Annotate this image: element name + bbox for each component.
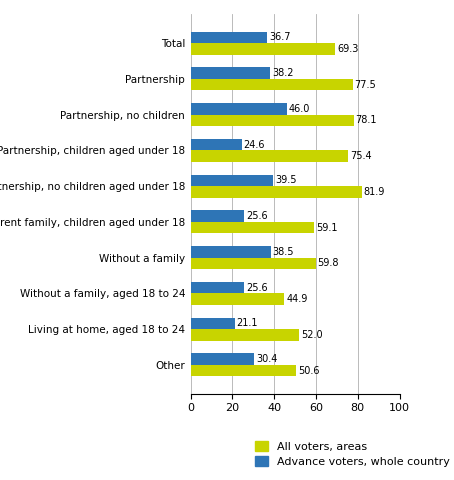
Text: 59.1: 59.1 (316, 223, 337, 233)
Text: 44.9: 44.9 (286, 294, 307, 304)
Bar (191, 67, 271, 79)
Bar (191, 210, 244, 222)
Bar (191, 43, 336, 55)
Text: 77.5: 77.5 (354, 80, 376, 90)
Text: 25.6: 25.6 (246, 211, 267, 221)
Bar (191, 139, 242, 150)
Bar (191, 222, 314, 233)
Text: 38.2: 38.2 (272, 68, 294, 78)
Bar (191, 115, 354, 126)
Text: 75.4: 75.4 (350, 151, 371, 161)
Text: 52.0: 52.0 (301, 330, 323, 340)
Bar (191, 103, 287, 115)
Text: 21.1: 21.1 (237, 318, 258, 328)
Bar (191, 329, 299, 341)
Text: 46.0: 46.0 (288, 104, 310, 114)
Bar (191, 318, 235, 329)
Text: 38.5: 38.5 (273, 247, 294, 257)
Text: 78.1: 78.1 (355, 115, 377, 125)
Bar (191, 186, 362, 198)
Text: 39.5: 39.5 (275, 175, 296, 185)
Bar (191, 32, 267, 43)
Text: 30.4: 30.4 (256, 354, 277, 364)
Bar (191, 175, 273, 186)
Bar (191, 258, 316, 269)
Bar (191, 353, 254, 365)
Bar (191, 293, 285, 305)
Bar (191, 150, 348, 162)
Bar (191, 365, 296, 376)
Bar (191, 282, 244, 293)
Text: 25.6: 25.6 (246, 283, 267, 293)
Legend: All voters, areas, Advance voters, whole country: All voters, areas, Advance voters, whole… (255, 441, 450, 467)
Bar (191, 79, 352, 90)
Text: 69.3: 69.3 (337, 44, 359, 54)
Bar (191, 246, 271, 258)
Text: 50.6: 50.6 (298, 366, 320, 376)
Text: 59.8: 59.8 (317, 258, 339, 268)
Text: 36.7: 36.7 (269, 32, 291, 42)
Text: 24.6: 24.6 (244, 140, 265, 150)
Text: 81.9: 81.9 (363, 187, 385, 197)
